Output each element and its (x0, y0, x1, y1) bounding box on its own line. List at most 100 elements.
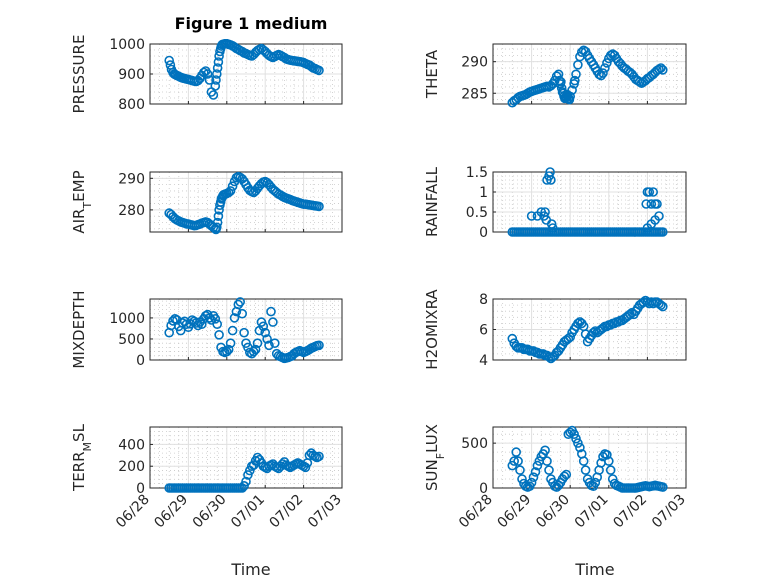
data-point (648, 187, 659, 197)
data-point (598, 68, 608, 78)
data-point (602, 58, 612, 68)
scatter-series (507, 425, 668, 493)
data-point (314, 340, 324, 351)
data-point (532, 460, 543, 471)
data-point (602, 449, 612, 460)
data-point (526, 477, 537, 488)
data-point (656, 300, 666, 310)
data-point (314, 201, 324, 212)
data-point (214, 329, 224, 340)
data-point (561, 469, 572, 480)
data-point (164, 55, 174, 66)
data-point (652, 199, 662, 209)
y-tick-label: 0 (136, 481, 145, 497)
data-point (569, 429, 579, 440)
data-point (191, 318, 201, 328)
data-point (588, 327, 599, 338)
data-point (657, 301, 668, 312)
data-point (528, 472, 539, 483)
x-tick-label: 07/02 (267, 492, 307, 532)
y-tick-label: 400 (118, 437, 145, 453)
data-point (314, 65, 324, 76)
data-point (235, 297, 245, 307)
data-point (646, 199, 657, 209)
data-point (264, 340, 274, 351)
scatter-series (164, 297, 324, 364)
y-axis-label: TERRMSL (70, 423, 94, 492)
subplot-4: 0 0.5 1 1.5 RAINFALL (423, 165, 687, 241)
data-point (654, 64, 664, 75)
y-axis-label: THETA (423, 49, 441, 99)
data-point (571, 433, 581, 444)
data-point (225, 338, 236, 349)
scatter-series (507, 295, 668, 364)
data-point (569, 75, 580, 86)
data-point (556, 77, 566, 87)
data-point (241, 476, 251, 487)
data-point (211, 75, 221, 85)
data-point (580, 465, 591, 475)
data-point (540, 445, 550, 456)
scatter-series (507, 167, 668, 237)
data-point (657, 65, 668, 75)
data-point (634, 77, 645, 87)
data-point (657, 482, 668, 492)
data-point (204, 75, 215, 85)
data-point (300, 462, 311, 473)
data-point (571, 69, 581, 80)
data-point (258, 321, 269, 332)
data-point (208, 90, 219, 100)
x-tick-label: 06/30 (190, 492, 230, 532)
data-point (239, 327, 249, 338)
y-axis-label: PRESSURE (70, 35, 88, 114)
y-tick-label: 0.5 (466, 205, 488, 221)
subplot-5: 0 500 1000 MIXDEPTH (70, 290, 343, 369)
data-point (567, 85, 577, 95)
data-point (511, 447, 522, 457)
figure-title: Figure 1 medium (175, 14, 328, 33)
data-point (202, 69, 213, 79)
y-tick-label: 500 (118, 332, 145, 348)
y-tick-label: 200 (118, 459, 145, 475)
y-tick-label: 500 (461, 436, 488, 452)
data-point (544, 352, 554, 362)
data-point (227, 181, 238, 191)
data-point (252, 338, 263, 349)
x-tick-label: 07/02 (610, 492, 650, 532)
y-tick-label: 6 (479, 323, 488, 339)
y-axis-label: SUNFLUX (423, 424, 447, 491)
subplot-1: 800 900 1000 PRESSURE (70, 35, 343, 114)
data-point (542, 456, 552, 466)
subplot-2: 285 290 THETA (423, 43, 687, 108)
data-point (507, 333, 518, 344)
data-point (210, 81, 221, 91)
data-point (515, 465, 525, 475)
x-tick-label: 07/01 (572, 492, 612, 532)
data-point (223, 344, 234, 355)
data-point (212, 217, 223, 228)
y-tick-label: 0 (479, 225, 488, 241)
data-point (657, 227, 668, 237)
x-tick-label: 07/01 (228, 492, 268, 532)
data-point (266, 306, 276, 317)
data-point (268, 317, 278, 327)
scatter-series (164, 171, 324, 235)
x-axis-label-left: Time (230, 560, 270, 579)
y-tick-label: 280 (118, 203, 145, 219)
data-point (547, 223, 558, 233)
data-point (509, 456, 520, 466)
y-tick-label: 8 (479, 292, 488, 308)
data-point (517, 474, 527, 484)
data-point (605, 465, 616, 475)
y-tick-label: 4 (479, 353, 488, 369)
y-axis-label: RAINFALL (423, 166, 441, 237)
data-point (654, 211, 664, 221)
data-point (233, 299, 244, 310)
data-point (248, 346, 259, 357)
y-tick-label: 1000 (109, 311, 145, 327)
data-point (578, 456, 589, 466)
